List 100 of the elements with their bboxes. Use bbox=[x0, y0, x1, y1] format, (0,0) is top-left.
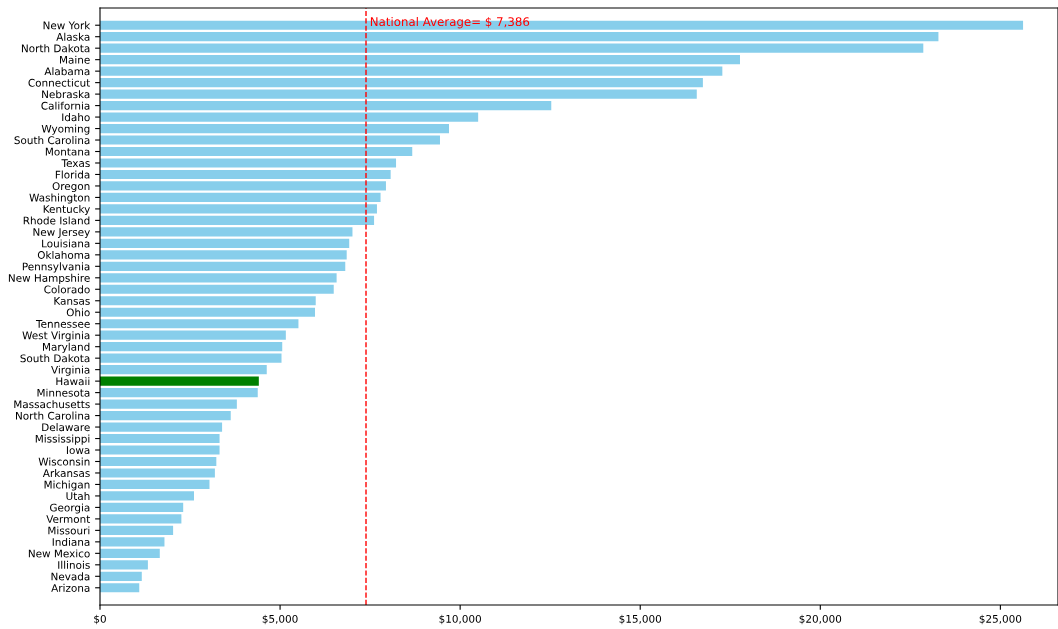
bar bbox=[100, 560, 148, 570]
x-tick-label: $10,000 bbox=[439, 614, 481, 625]
bar bbox=[100, 296, 316, 306]
y-tick-label: North Dakota bbox=[21, 44, 90, 53]
bar bbox=[100, 468, 215, 478]
bar bbox=[100, 353, 282, 363]
bar bbox=[100, 181, 386, 191]
bar bbox=[100, 330, 286, 340]
y-tick-label: Nebraska bbox=[42, 90, 90, 99]
y-tick-label: Ohio bbox=[66, 308, 90, 317]
y-tick-label: Pennsylvania bbox=[22, 262, 90, 273]
bar bbox=[100, 445, 220, 455]
y-tick-label: Virginia bbox=[51, 365, 90, 376]
bar bbox=[100, 284, 334, 294]
bar bbox=[100, 32, 939, 42]
y-tick-label: South Carolina bbox=[14, 136, 90, 145]
x-tick-label: $15,000 bbox=[619, 614, 662, 625]
bar bbox=[100, 502, 184, 513]
bar bbox=[100, 89, 697, 99]
bar bbox=[100, 583, 140, 593]
bar bbox=[100, 215, 375, 225]
y-tick-label: Oklahoma bbox=[37, 250, 90, 259]
bar bbox=[100, 135, 440, 145]
y-tick-label: Massachusetts bbox=[14, 400, 90, 409]
bar bbox=[100, 146, 413, 157]
y-tick-label: Georgia bbox=[50, 503, 90, 514]
bar bbox=[100, 192, 381, 203]
bar bbox=[100, 433, 220, 444]
bar bbox=[100, 410, 231, 421]
bar bbox=[100, 571, 142, 581]
y-tick-label: Michigan bbox=[44, 480, 90, 491]
y-tick-label: Alabama bbox=[44, 67, 90, 76]
y-tick-label: Idaho bbox=[62, 113, 90, 122]
y-tick-label: Vermont bbox=[46, 515, 91, 523]
bar bbox=[100, 342, 283, 352]
y-tick-label: Tennessee bbox=[35, 320, 90, 328]
bar bbox=[100, 227, 353, 237]
x-tick-label: $5,000 bbox=[262, 614, 298, 625]
y-tick-label: Utah bbox=[66, 491, 90, 501]
bar bbox=[100, 422, 223, 432]
bar bbox=[100, 399, 237, 409]
bar bbox=[100, 456, 217, 467]
bar bbox=[100, 158, 397, 168]
bar bbox=[100, 319, 299, 329]
bar bbox=[100, 250, 347, 260]
bar bbox=[100, 55, 740, 65]
bar bbox=[100, 491, 194, 501]
y-tick-label: Missouri bbox=[48, 526, 90, 535]
y-tick-label: South Dakota bbox=[20, 354, 90, 363]
bar bbox=[100, 376, 259, 386]
bar bbox=[100, 388, 258, 398]
y-tick-label: New Mexico bbox=[28, 549, 90, 558]
bar bbox=[100, 514, 182, 524]
bar bbox=[100, 537, 165, 547]
bar bbox=[100, 479, 210, 490]
y-tick-label: Mississippi bbox=[35, 434, 90, 445]
bar bbox=[100, 548, 160, 558]
y-tick-label: Kentucky bbox=[43, 204, 90, 216]
y-tick-label: Hawaii bbox=[56, 377, 90, 386]
y-tick-label: New Jersey bbox=[33, 228, 90, 238]
y-tick-label: Florida bbox=[55, 170, 90, 179]
y-tick-label: Maryland bbox=[42, 342, 90, 353]
y-tick-label: Colorado bbox=[44, 285, 90, 294]
y-tick-label: Wisconsin bbox=[38, 457, 90, 466]
y-tick-label: New York bbox=[43, 21, 91, 30]
y-tick-label: Rhode Island bbox=[23, 216, 90, 225]
bar bbox=[100, 169, 391, 180]
y-tick-label: Texas bbox=[61, 159, 90, 168]
y-tick-label: Arkansas bbox=[42, 469, 90, 478]
y-tick-label: Montana bbox=[45, 147, 90, 156]
bar bbox=[100, 525, 174, 535]
y-tick-label: Louisiana bbox=[42, 239, 90, 248]
y-tick-label: Illinois bbox=[58, 560, 90, 569]
bar bbox=[100, 123, 449, 134]
x-tick-label: $25,000 bbox=[979, 614, 1022, 625]
bar bbox=[100, 238, 350, 248]
y-tick-label: Arizona bbox=[51, 583, 90, 592]
bar bbox=[100, 78, 703, 88]
bar bbox=[100, 273, 337, 283]
y-tick-label: Delaware bbox=[42, 423, 90, 432]
y-tick-label: Maine bbox=[60, 55, 90, 64]
y-tick-label: North Carolina bbox=[16, 411, 90, 420]
y-tick-label: Alaska bbox=[56, 32, 90, 41]
bar bbox=[100, 66, 723, 76]
y-tick-label: West Virginia bbox=[22, 331, 90, 342]
y-tick-label: Washington bbox=[29, 193, 90, 204]
y-tick-label: Nevada bbox=[51, 572, 90, 581]
y-tick-label: Oregon bbox=[52, 182, 90, 193]
bar bbox=[100, 204, 377, 214]
bar bbox=[100, 112, 479, 122]
y-tick-label: Connecticut bbox=[28, 78, 91, 87]
bar bbox=[100, 261, 346, 271]
bar bbox=[100, 365, 267, 375]
bar bbox=[100, 307, 316, 317]
y-tick-label: Kansas bbox=[54, 297, 90, 305]
y-tick-label: Minnesota bbox=[37, 388, 90, 397]
ref-line-label: National Average= $ 7,386 bbox=[370, 16, 530, 29]
x-tick-label: $0 bbox=[94, 614, 106, 625]
bar bbox=[100, 100, 552, 111]
y-tick-label: California bbox=[41, 101, 90, 110]
